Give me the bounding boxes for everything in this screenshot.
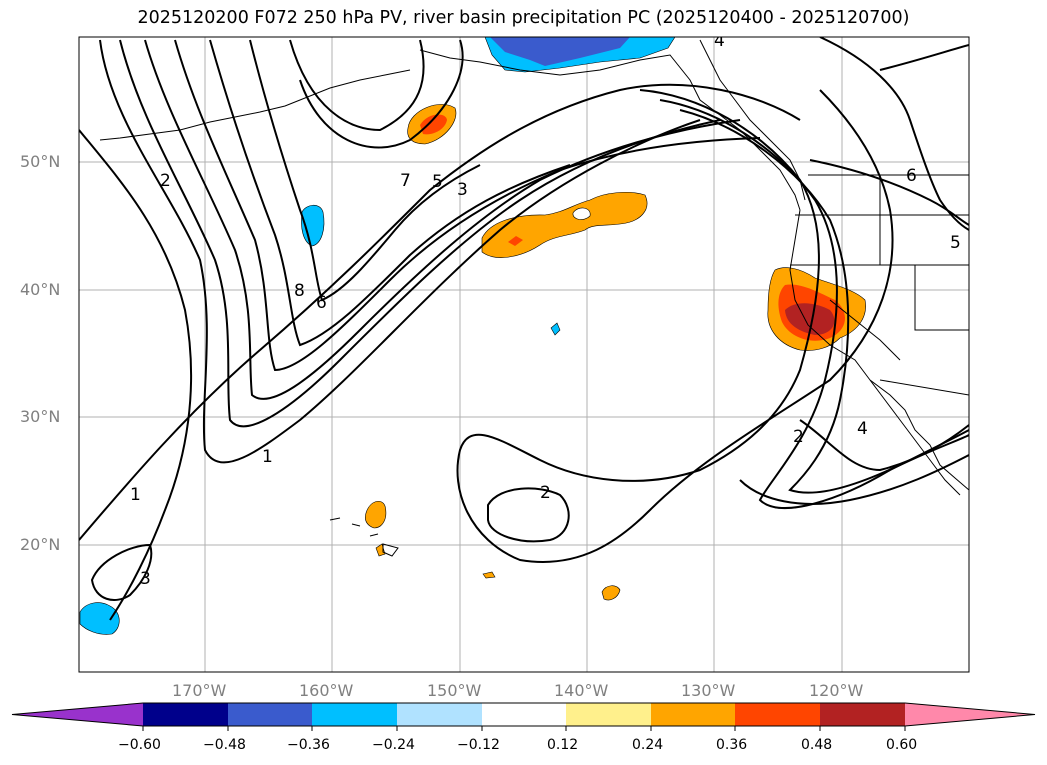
precip-california-core <box>785 303 835 335</box>
pv-contour-inner-top <box>299 39 464 149</box>
colorbar-tick-label: −0.60 <box>118 737 161 753</box>
pv-contour-inner-7 <box>289 39 425 132</box>
pv-contour-3-southwest <box>90 543 153 601</box>
precip-positive-gulf-core <box>420 114 447 135</box>
pv-contour-loop-2 <box>119 39 721 428</box>
map-title: 2025120200 F072 250 hPa PV, river basin … <box>137 8 910 28</box>
contour-label: 8 <box>294 281 305 301</box>
colorbar-tick-label: −0.48 <box>203 737 246 753</box>
baja-coast <box>869 379 969 491</box>
contour-label: 6 <box>316 293 327 313</box>
precip-negative-small <box>550 322 561 336</box>
contour-label: 5 <box>432 172 443 192</box>
contour-label: 1 <box>262 447 273 467</box>
lon-label: 150°W <box>427 681 482 700</box>
hawaii-islands <box>329 517 399 557</box>
contour-label: 2 <box>793 427 804 447</box>
colorbar-extend-high <box>905 703 1035 726</box>
mexico-border <box>879 379 969 396</box>
colorbar-tick-label: 0.12 <box>547 737 579 753</box>
contour-label: 1 <box>130 485 141 505</box>
contour-label: 6 <box>906 166 917 186</box>
pv-contour-2-west <box>79 129 193 621</box>
us-west-coast <box>789 209 961 496</box>
precip-negative-southwest <box>79 602 120 635</box>
pv-contour-loop-8 <box>249 39 481 302</box>
contour-label: 3 <box>140 569 151 589</box>
colorbar-tick-label: 0.60 <box>886 737 918 753</box>
canada-coast <box>699 39 806 201</box>
pv-contour-6-east <box>809 159 969 226</box>
lat-label: 30°N <box>20 407 61 426</box>
colorbar-tick-label: −0.24 <box>372 737 415 753</box>
pv-contour-ridge-1 <box>456 89 894 563</box>
pv-contour-loop-1 <box>99 39 701 464</box>
colorbar-segment <box>143 703 228 726</box>
contour-label: 2 <box>160 171 171 191</box>
pv-contour-4-east <box>799 419 969 472</box>
colorbar-tick-label: −0.36 <box>287 737 330 753</box>
contour-label: 3 <box>457 180 468 200</box>
lon-label: 160°W <box>299 681 354 700</box>
lat-label: 20°N <box>20 535 61 554</box>
lon-label: 140°W <box>554 681 609 700</box>
colorbar-segment <box>735 703 820 726</box>
lat-label: 40°N <box>20 280 61 299</box>
contour-label: 4 <box>714 31 725 51</box>
colorbar-extend-low <box>12 703 143 726</box>
map-frame <box>78 36 970 673</box>
pv-contours <box>79 37 969 621</box>
precip-negative-alaska-core <box>490 37 630 66</box>
contour-labels: 2 7 5 3 8 6 1 1 3 2 2 4 6 5 4 <box>130 31 961 589</box>
lon-label: 120°W <box>809 681 864 700</box>
colorbar-segment <box>566 703 651 726</box>
colorbar-tick-label: 0.24 <box>632 737 664 753</box>
colorbar-tick-label: 0.36 <box>716 737 748 753</box>
contour-label: 5 <box>950 233 961 253</box>
state-border-5 <box>829 299 901 361</box>
pv-contour-loop-5 <box>209 39 571 347</box>
colorbar-segment <box>482 703 566 726</box>
lon-label: 130°W <box>681 681 736 700</box>
lat-label: 50°N <box>20 152 61 171</box>
alaska-coast <box>419 49 801 211</box>
precip-positive-south-2 <box>601 585 621 601</box>
colorbar-tick-label: −0.12 <box>457 737 500 753</box>
pv-contour-1-west <box>79 83 801 541</box>
precip-spot-red <box>508 236 523 246</box>
precip-hole <box>572 207 591 220</box>
precip-positive-hawaii <box>364 500 387 529</box>
precipitation-shading <box>79 37 866 635</box>
colorbar-segment <box>820 703 905 726</box>
precip-positive-south-1 <box>482 571 496 579</box>
pv-contour-2-mid <box>819 37 969 231</box>
pv-contour-2-east <box>739 454 969 505</box>
map-background <box>79 37 969 672</box>
pv-contour-loop-4 <box>174 39 761 372</box>
aleutian-chain <box>99 69 411 141</box>
colorbar <box>11 702 1036 731</box>
contour-label: 2 <box>540 483 551 503</box>
colorbar-segment <box>312 703 397 726</box>
pv-contour-2-south <box>487 487 570 543</box>
colorbar-segment <box>397 703 482 726</box>
lon-label: 170°W <box>172 681 227 700</box>
precip-positive-midpacific <box>481 191 648 258</box>
pv-contour-east-edge <box>879 44 969 71</box>
colorbar-segment <box>228 703 312 726</box>
colorbar-tick-label: 0.48 <box>801 737 833 753</box>
state-border-4 <box>914 265 969 331</box>
contour-label: 7 <box>400 171 411 191</box>
colorbar-segment <box>651 703 735 726</box>
contour-label: 4 <box>857 419 868 439</box>
